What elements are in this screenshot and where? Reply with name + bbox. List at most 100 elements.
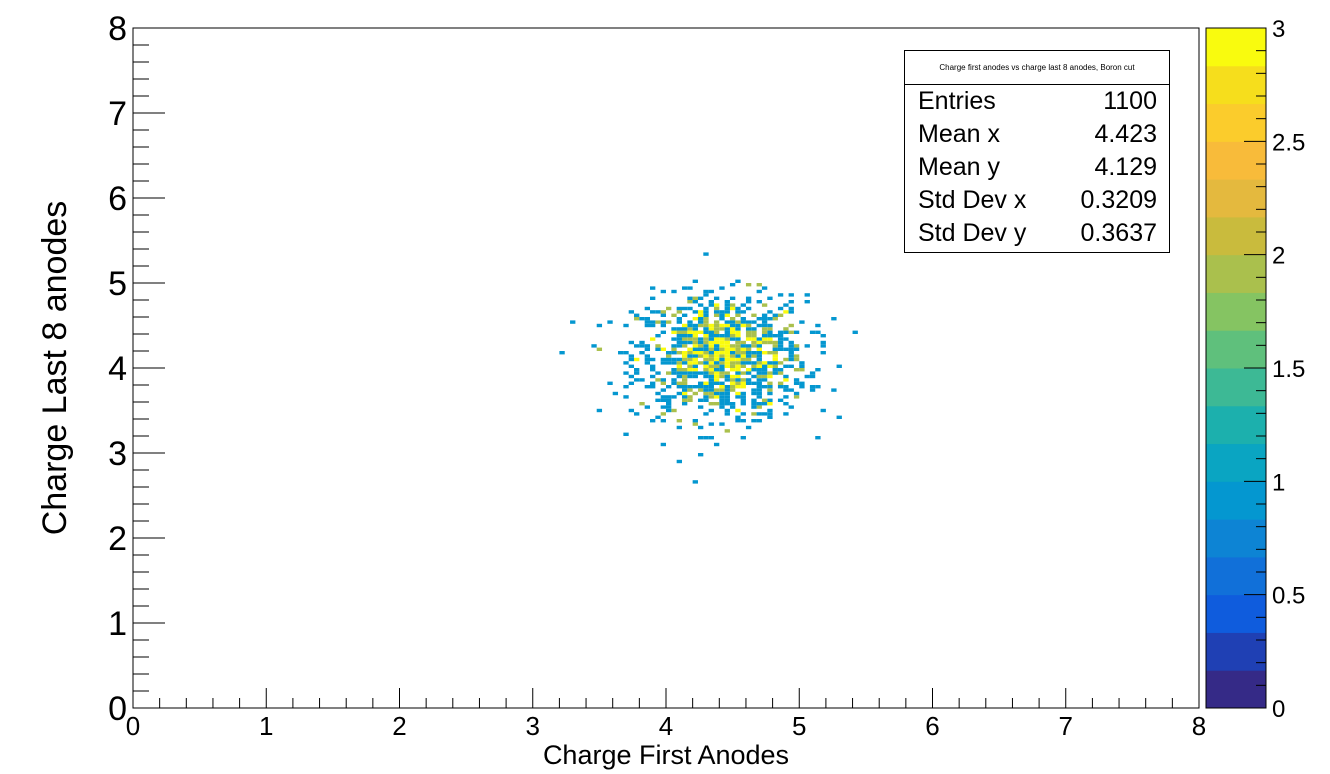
heatmap-cell	[745, 351, 752, 355]
heatmap-cell	[745, 381, 752, 385]
heatmap-cell	[793, 395, 800, 399]
heatmap-cell	[650, 419, 656, 423]
heatmap-cell	[660, 361, 666, 365]
heatmap-cell	[724, 323, 730, 328]
heatmap-cell	[676, 334, 682, 338]
heatmap-cell	[740, 317, 746, 321]
heatmap-cell	[756, 419, 762, 423]
heatmap-cell	[703, 436, 709, 440]
heatmap-cell	[708, 300, 714, 304]
heatmap-cell	[729, 354, 736, 358]
heatmap-cell	[660, 310, 666, 314]
heatmap-cell	[681, 354, 688, 358]
heatmap-cell	[634, 357, 640, 362]
heatmap-cell	[735, 371, 741, 375]
heatmap-cell	[719, 371, 725, 375]
heatmap-cell	[745, 320, 752, 324]
heatmap-cell	[772, 317, 778, 321]
heatmap-cell	[767, 388, 773, 392]
heatmap-cell	[783, 327, 789, 331]
heatmap-cell	[767, 381, 773, 385]
heatmap-cell	[799, 364, 805, 368]
x-tick-label: 3	[526, 711, 540, 741]
heatmap-cell	[761, 313, 768, 317]
heatmap-cell	[708, 385, 714, 389]
heatmap-cell	[692, 317, 698, 321]
heatmap-cell	[761, 303, 768, 307]
heatmap-cell	[676, 459, 682, 464]
heatmap-cell	[687, 368, 693, 372]
heatmap-cell	[772, 364, 778, 368]
heatmap-cell	[681, 357, 688, 362]
heatmap-cell	[756, 347, 762, 351]
x-tick-label: 0	[126, 711, 140, 741]
heatmap-cell	[591, 344, 597, 348]
heatmap-cell	[703, 398, 709, 402]
heatmap-cell	[703, 412, 709, 416]
heatmap-cell	[703, 306, 709, 311]
heatmap-cell	[703, 344, 709, 348]
heatmap-cell	[713, 388, 720, 392]
heatmap-cell	[676, 344, 682, 348]
heatmap-cell	[676, 368, 682, 372]
heatmap-cell	[681, 402, 688, 406]
heatmap-cell	[671, 371, 677, 375]
heatmap-cell	[703, 293, 709, 297]
colorbar	[1205, 27, 1267, 709]
heatmap-cell	[708, 368, 714, 372]
heatmap-cell	[713, 361, 720, 365]
heatmap-cell	[703, 354, 709, 358]
heatmap-cell	[767, 402, 773, 406]
heatmap-cell	[820, 340, 826, 345]
heatmap-cell	[729, 303, 736, 307]
heatmap-cell	[671, 330, 677, 334]
x-tick-label: 6	[925, 711, 939, 741]
heatmap-cell	[777, 398, 784, 402]
heatmap-cell	[687, 286, 693, 290]
heatmap-cell	[745, 344, 752, 348]
heatmap-cell	[687, 334, 693, 338]
heatmap-cell	[713, 347, 720, 351]
heatmap-cell	[697, 323, 704, 328]
heatmap-cell	[559, 351, 565, 355]
heatmap-cell	[751, 351, 757, 355]
heatmap-cell	[570, 320, 576, 324]
heatmap-cell	[692, 368, 698, 372]
heatmap-cell	[756, 378, 762, 382]
heatmap-cell	[745, 300, 752, 304]
heatmap-cell	[809, 385, 816, 389]
heatmap-cell	[740, 398, 746, 402]
y-tick-label: 1	[108, 605, 127, 643]
x-tick-label: 7	[1059, 711, 1073, 741]
heatmap-cell	[799, 320, 805, 324]
heatmap-cell	[751, 320, 757, 324]
heatmap-cell	[676, 391, 682, 396]
heatmap-cell	[708, 357, 714, 362]
heatmap-cell	[639, 378, 645, 382]
heatmap-cell	[650, 286, 656, 290]
heatmap-cell	[735, 391, 741, 396]
heatmap-cell	[681, 368, 688, 372]
heatmap-cell	[719, 385, 725, 389]
heatmap-cell	[644, 361, 651, 365]
heatmap-cell	[777, 385, 784, 389]
heatmap-cell	[735, 378, 741, 382]
heatmap-cell	[697, 347, 704, 351]
heatmap-cell	[644, 347, 651, 351]
heatmap-cell	[703, 313, 709, 317]
heatmap-cell	[703, 388, 709, 392]
heatmap-cell	[783, 347, 789, 351]
heatmap-cell	[708, 436, 714, 440]
heatmap-cell	[777, 334, 784, 338]
heatmap-cell	[745, 296, 752, 300]
heatmap-cell	[719, 422, 725, 426]
heatmap-cell	[687, 340, 693, 345]
heatmap-cell	[751, 412, 757, 416]
heatmap-cell	[703, 374, 709, 379]
heatmap-cell	[756, 368, 762, 372]
heatmap-cell	[687, 330, 693, 334]
heatmap-cell	[644, 357, 651, 362]
heatmap-cell	[708, 330, 714, 334]
heatmap-cell	[756, 405, 762, 409]
y-tick-label: 0	[108, 690, 127, 728]
